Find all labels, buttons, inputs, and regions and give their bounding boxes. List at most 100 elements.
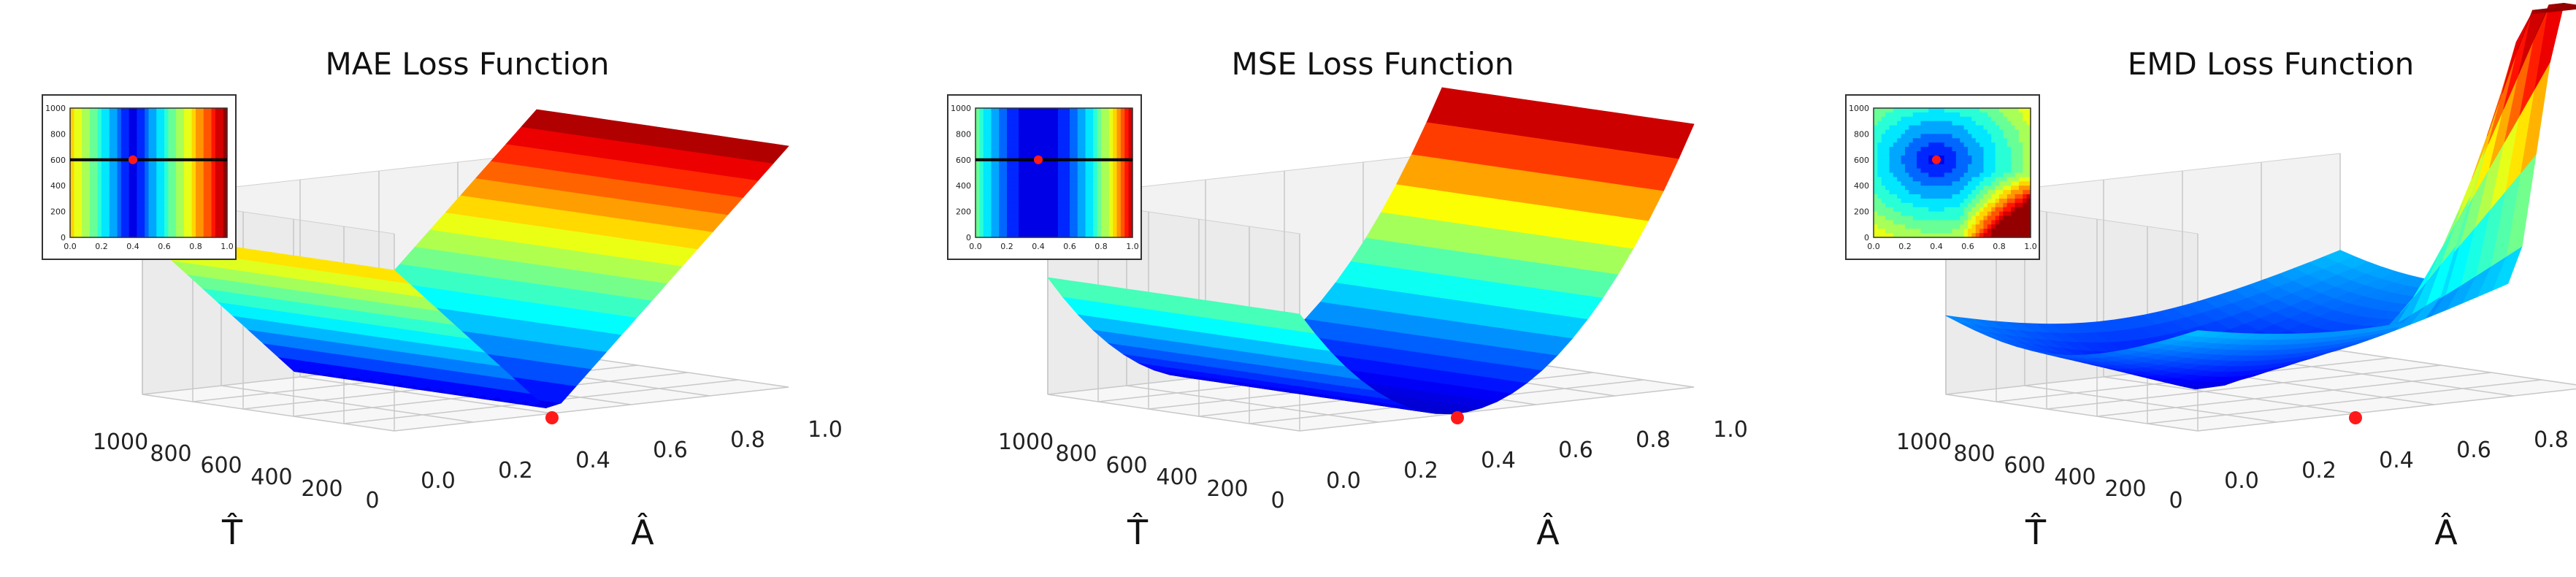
inset-cell [1924,108,1929,113]
inset-cell [1030,116,1035,122]
a-tick-label: 0.4 [575,448,610,473]
inset-cell [1046,220,1051,225]
inset-cell [125,116,130,122]
inset-cell [2023,142,2028,148]
inset-cell [1940,108,1945,113]
inset-cell [133,177,137,182]
inset-cell [1928,159,1933,165]
inset-cell [1070,155,1074,161]
inset-cell [1912,116,1917,122]
inset-cell [1105,229,1110,234]
inset-cell [74,224,79,229]
inset-cell [1987,125,1992,131]
inset-cell [180,151,185,156]
inset-cell [1054,220,1059,225]
inset-cell [2015,159,2020,165]
inset-cell [1932,177,1937,182]
inset-cell [89,142,94,148]
inset-cell [2006,202,2012,208]
inset-cell [223,142,228,148]
inset-cell [2015,151,2020,156]
inset-cell [1877,172,1882,177]
inset-cell [1019,164,1024,169]
inset-cell [2015,116,2020,122]
inset-cell [125,168,130,174]
inset-cell [1909,164,1914,169]
inset-cell [74,164,79,169]
a-tick-label: 0.2 [2301,458,2337,484]
inset-cell [983,233,988,238]
inset-cell [1011,142,1016,148]
inset-cell [1085,112,1090,118]
inset-cell [1042,134,1047,139]
inset-cell [120,159,126,165]
inset-cell [1042,172,1047,177]
inset-cell [1128,108,1133,113]
inset-cell [994,224,1000,229]
inset-cell [1085,211,1090,217]
inset-cell [1893,121,1898,126]
inset-x-tick: 1.0 [221,242,234,251]
inset-cell [1120,229,1125,234]
inset-cell [975,211,980,217]
inset-cell [1960,168,1965,174]
inset-cell [145,198,150,204]
inset-cell [1050,215,1055,221]
inset-cell [70,211,74,217]
inset-cell [97,215,102,221]
inset-cell [1936,116,1941,122]
inset-cell [160,207,165,213]
inset-cell [983,202,988,208]
inset-cell [1062,108,1067,113]
inset-cell [93,202,99,208]
inset-cell [1116,172,1122,177]
inset-cell [74,129,79,134]
inset-cell [1917,194,1922,199]
inset-cell [191,177,196,182]
inset-cell [1057,224,1062,229]
inset-cell [156,116,161,122]
inset-cell [145,186,150,191]
inset-cell [1128,211,1133,217]
inset-cell [1105,155,1110,161]
inset-cell [1026,181,1031,186]
inset-cell [180,186,185,191]
inset-cell [1987,108,1992,113]
inset-cell [1975,164,1980,169]
inset-cell [1885,108,1890,113]
inset-cell [180,108,185,113]
inset-cell [991,138,996,143]
inset-cell [1874,172,1878,177]
inset-cell [2011,202,2016,208]
inset-cell [101,155,106,161]
inset-cell [148,125,153,131]
inset-cell [1057,215,1062,221]
inset-cell [1893,147,1898,152]
inset-cell [1065,211,1070,217]
inset-cell [101,125,106,131]
inset-cell [85,186,91,191]
inset-cell [1955,168,1960,174]
inset-cell [999,198,1004,204]
inset-y-tick: 800 [50,129,66,139]
inset-cell [211,159,216,165]
inset-cell [2026,129,2031,134]
inset-cell [172,220,177,225]
inset-cell [1944,194,1949,199]
inset-cell [975,190,980,195]
inset-cell [117,164,122,169]
inset-cell [991,186,996,191]
inset-cell [1917,186,1922,191]
inset-cell [1940,215,1945,221]
inset-cell [1979,177,1985,182]
inset-cell [2011,186,2016,191]
inset-cell [1975,108,1980,113]
inset-cell [113,129,118,134]
inset-cell [1030,172,1035,177]
inset-cell [219,129,224,134]
inset-cell [987,164,992,169]
inset-cell [2018,181,2023,186]
inset-cell [1991,186,1996,191]
inset-cell [1885,147,1890,152]
inset-cell [1065,155,1070,161]
